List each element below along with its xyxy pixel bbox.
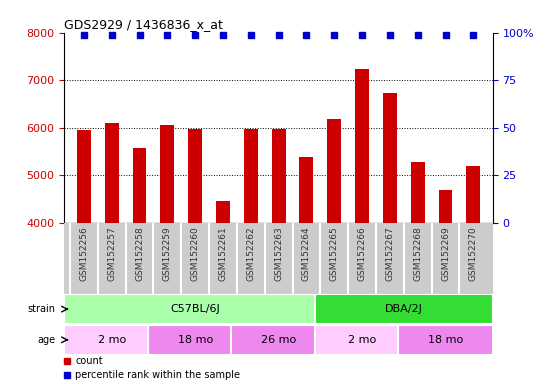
Bar bbox=[231, 325, 326, 354]
Bar bbox=[466, 166, 480, 384]
Bar bbox=[438, 190, 452, 384]
Text: C57BL/6J: C57BL/6J bbox=[170, 304, 220, 314]
Bar bbox=[383, 93, 397, 384]
Bar bbox=[410, 162, 424, 384]
Bar bbox=[160, 125, 174, 384]
Text: GSM152259: GSM152259 bbox=[163, 226, 172, 281]
Bar bbox=[64, 295, 326, 324]
Text: GSM152260: GSM152260 bbox=[190, 226, 200, 281]
Text: GSM152270: GSM152270 bbox=[469, 226, 478, 281]
Bar bbox=[315, 295, 493, 324]
Text: GSM152265: GSM152265 bbox=[330, 226, 339, 281]
Bar bbox=[105, 123, 119, 384]
Bar bbox=[355, 69, 369, 384]
Text: GSM152268: GSM152268 bbox=[413, 226, 422, 281]
Text: GSM152264: GSM152264 bbox=[302, 226, 311, 281]
Text: age: age bbox=[38, 335, 56, 345]
Text: GSM152258: GSM152258 bbox=[135, 226, 144, 281]
Bar bbox=[300, 157, 314, 384]
Text: GDS2929 / 1436836_x_at: GDS2929 / 1436836_x_at bbox=[64, 18, 223, 31]
Bar bbox=[244, 129, 258, 384]
Bar bbox=[133, 147, 147, 384]
Bar bbox=[64, 325, 159, 354]
Text: GSM152261: GSM152261 bbox=[218, 226, 227, 281]
Bar bbox=[148, 325, 242, 354]
Text: 2 mo: 2 mo bbox=[97, 335, 126, 345]
Text: strain: strain bbox=[28, 304, 56, 314]
Text: percentile rank within the sample: percentile rank within the sample bbox=[75, 370, 240, 380]
Bar bbox=[272, 129, 286, 384]
Text: GSM152266: GSM152266 bbox=[357, 226, 367, 281]
Bar bbox=[398, 325, 493, 354]
Text: 2 mo: 2 mo bbox=[348, 335, 376, 345]
Bar bbox=[188, 129, 202, 384]
Bar bbox=[216, 201, 230, 384]
Bar bbox=[77, 130, 91, 384]
Bar bbox=[315, 325, 409, 354]
Text: 26 mo: 26 mo bbox=[261, 335, 296, 345]
Text: GSM152263: GSM152263 bbox=[274, 226, 283, 281]
Text: DBA/2J: DBA/2J bbox=[385, 304, 423, 314]
Text: count: count bbox=[75, 356, 102, 366]
Text: GSM152269: GSM152269 bbox=[441, 226, 450, 281]
Text: GSM152256: GSM152256 bbox=[80, 226, 88, 281]
Text: GSM152262: GSM152262 bbox=[246, 226, 255, 281]
Text: GSM152257: GSM152257 bbox=[107, 226, 116, 281]
Text: GSM152267: GSM152267 bbox=[385, 226, 394, 281]
Bar bbox=[327, 119, 341, 384]
Text: 18 mo: 18 mo bbox=[178, 335, 213, 345]
Text: 18 mo: 18 mo bbox=[428, 335, 463, 345]
